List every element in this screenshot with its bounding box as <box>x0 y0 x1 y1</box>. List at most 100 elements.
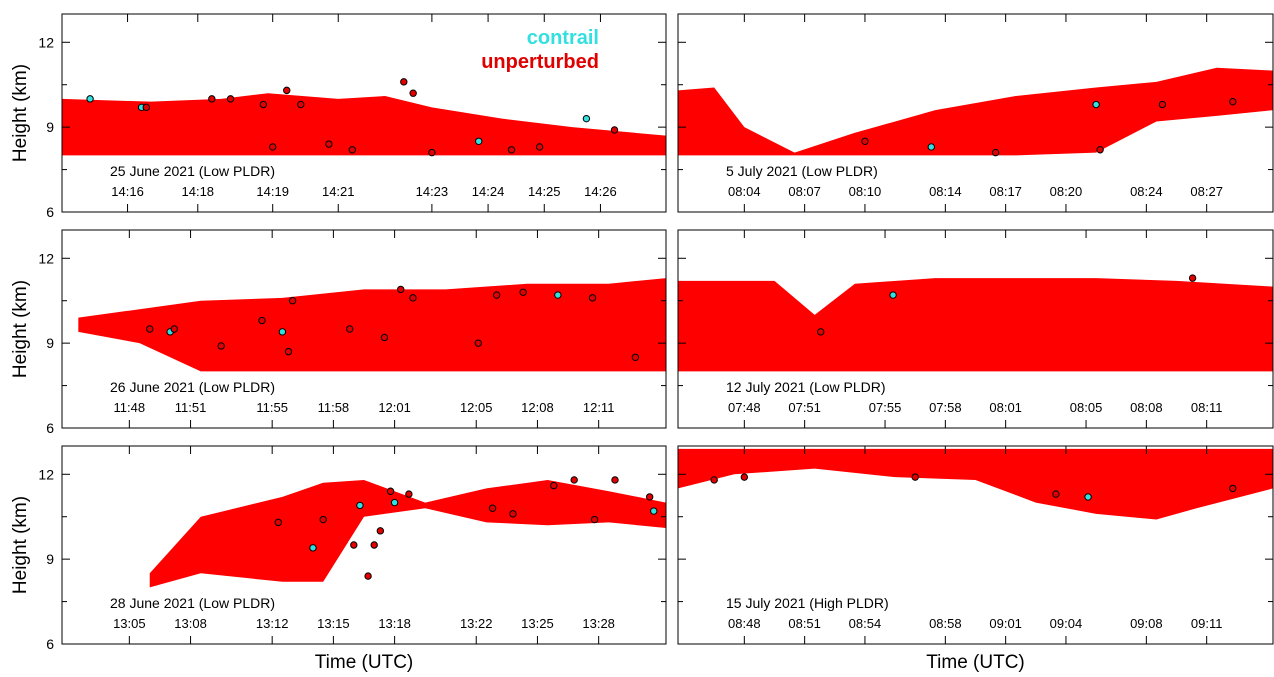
panel-annotation: 25 June 2021 (Low PLDR) <box>110 163 275 179</box>
x-tick-label: 08:10 <box>849 184 882 199</box>
x-tick-label: 14:16 <box>111 184 144 199</box>
plot-frame <box>677 229 1274 429</box>
y-tick-label: 12 <box>38 34 54 50</box>
y-tick-label: 6 <box>46 204 54 220</box>
plot-area <box>149 476 666 588</box>
data-point <box>817 328 825 336</box>
data-point <box>319 515 327 524</box>
panel: 6 9 12 11:48 11:51 11:55 11:58 12:01 12:05 12:08 1… <box>10 229 667 436</box>
data-point <box>1158 100 1167 109</box>
data-point <box>507 146 516 154</box>
data-point <box>590 515 599 524</box>
data-point <box>258 316 266 325</box>
data-point <box>740 473 749 481</box>
x-tick-label: 14:21 <box>322 184 355 199</box>
data-point <box>217 342 225 350</box>
data-point <box>509 510 517 518</box>
x-tick-label: 14:25 <box>528 184 561 199</box>
data-point <box>409 89 417 97</box>
cloud-area <box>78 278 666 372</box>
data-point <box>1084 493 1092 501</box>
data-point <box>927 143 935 151</box>
x-tick-label: 08:11 <box>1191 400 1223 415</box>
plot-frame <box>677 445 1274 645</box>
y-axis-label: Height (km) <box>10 496 31 594</box>
data-point <box>582 114 591 123</box>
data-point <box>554 291 562 299</box>
data-point <box>390 498 399 507</box>
x-tick-label: 13:28 <box>582 616 615 631</box>
x-tick-label: 07:58 <box>929 400 962 415</box>
data-point <box>278 328 287 336</box>
data-point <box>405 490 413 498</box>
panel: 6 9 12 13:05 13:08 13:12 13:15 13:18 13:22 13:25 1… <box>10 445 667 673</box>
x-tick-label: 11:55 <box>256 400 288 415</box>
data-point <box>650 507 658 515</box>
data-point <box>356 501 364 510</box>
x-tick-label: 12:05 <box>460 400 493 415</box>
data-point <box>991 148 1000 157</box>
plot-area <box>678 448 1273 520</box>
data-point <box>492 291 501 299</box>
x-axis-label: Time (UTC) <box>926 652 1025 672</box>
panel-annotation: 28 June 2021 (Low PLDR) <box>110 595 275 611</box>
plot-frame <box>677 13 1274 213</box>
data-point <box>428 148 436 157</box>
x-tick-label: 08:51 <box>788 616 821 631</box>
data-point <box>346 325 354 333</box>
x-tick-label: 13:12 <box>256 616 289 631</box>
data-point <box>535 143 544 151</box>
x-tick-label: 08:05 <box>1070 400 1103 415</box>
data-point <box>208 95 216 103</box>
data-point <box>1092 100 1100 109</box>
data-point <box>380 333 389 342</box>
data-point <box>474 339 482 347</box>
panel: 08:48 08:51 08:54 08:58 09:01 09:04 09:08 09:11… <box>677 445 1274 673</box>
plot-frame <box>61 13 667 213</box>
data-point <box>550 481 558 490</box>
x-tick-label: 09:11 <box>1191 616 1223 631</box>
y-axis-label: Height (km) <box>10 280 31 378</box>
data-point <box>488 504 497 512</box>
y-tick-label: 9 <box>46 551 54 567</box>
panel-annotation: 12 July 2021 (Low PLDR) <box>726 379 886 395</box>
x-tick-label: 09:08 <box>1130 616 1163 631</box>
data-point <box>1188 274 1197 282</box>
x-tick-label: 09:01 <box>989 616 1022 631</box>
panel-annotation: 26 June 2021 (Low PLDR) <box>110 379 275 395</box>
x-tick-label: 08:27 <box>1190 184 1223 199</box>
data-point <box>376 527 385 535</box>
x-tick-label: 09:04 <box>1050 616 1083 631</box>
x-tick-label: 07:51 <box>788 400 821 415</box>
data-point <box>611 476 619 484</box>
x-tick-label: 14:24 <box>472 184 505 199</box>
x-tick-label: 08:14 <box>929 184 962 199</box>
data-point <box>1052 490 1060 498</box>
x-tick-label: 08:17 <box>989 184 1022 199</box>
panel-annotation: 5 July 2021 (Low PLDR) <box>726 163 878 179</box>
data-point <box>309 544 317 552</box>
data-point <box>1096 146 1104 154</box>
data-point <box>397 285 405 294</box>
cloud-area <box>678 448 1273 520</box>
data-point <box>350 541 358 549</box>
data-point <box>889 291 897 299</box>
plot-area <box>78 278 666 372</box>
cloud-area <box>678 67 1273 156</box>
panel: 07:48 07:51 07:55 07:58 08:01 08:05 08:08 08:11… <box>677 229 1274 429</box>
x-tick-label: 13:08 <box>174 616 207 631</box>
x-tick-label: 11:48 <box>114 400 146 415</box>
data-point <box>911 473 919 481</box>
x-tick-label: 08:07 <box>788 184 821 199</box>
data-point <box>570 476 578 484</box>
data-point <box>274 518 282 527</box>
data-point <box>170 325 178 333</box>
plot-area <box>678 67 1273 157</box>
cloud-area <box>62 93 666 156</box>
x-tick-label: 11:58 <box>318 400 350 415</box>
plot-frame <box>61 445 667 645</box>
x-tick-label: 13:25 <box>521 616 554 631</box>
data-point <box>370 541 378 549</box>
